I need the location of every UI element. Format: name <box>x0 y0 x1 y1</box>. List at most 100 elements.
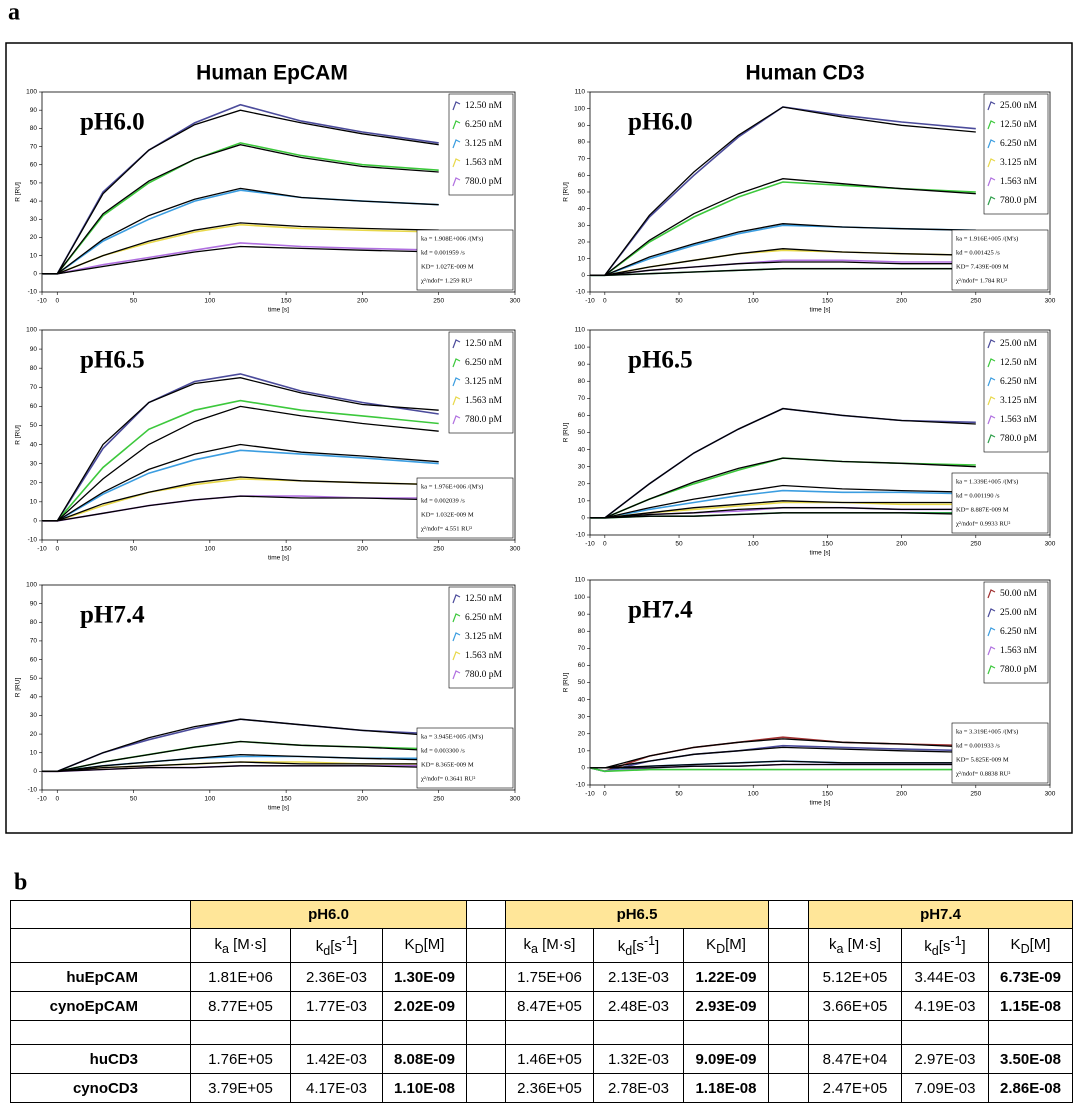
panel-frame <box>5 42 1073 834</box>
header-text: ] <box>961 937 966 955</box>
stats-box <box>416 727 514 789</box>
fit-statistic: KD= 7.439E-009 M <box>956 263 1009 270</box>
y-tick-label: 70 <box>30 638 38 645</box>
fit-curve <box>42 443 439 522</box>
value-cell: 3.66E+05 <box>808 991 902 1021</box>
y-tick-label: 60 <box>578 172 586 179</box>
header-text: k <box>924 937 932 955</box>
header-text: -1 <box>643 933 656 948</box>
fit-statistic: χ²/ndof= 1.784 RU² <box>956 277 1007 284</box>
legend-box <box>448 586 514 689</box>
fit-statistic: kd = 0.001959 /s <box>421 249 465 256</box>
legend-label: 6.250 nM <box>465 120 503 130</box>
stats-box <box>416 229 514 291</box>
y-tick-label: 10 <box>30 499 38 506</box>
x-tick-label: -10 <box>37 298 47 305</box>
x-tick-label: 150 <box>281 298 292 305</box>
legend-swatch <box>987 177 996 187</box>
legend-label: 25.00 nM <box>1000 608 1038 618</box>
y-tick-label: 20 <box>30 731 38 738</box>
y-tick-label: 60 <box>30 161 38 168</box>
column-header: ka [M·s] <box>808 928 902 963</box>
column-header: kd[s-1] <box>593 928 684 963</box>
header-text: [s <box>330 937 342 955</box>
legend-swatch <box>987 158 996 168</box>
x-tick-label: 150 <box>822 541 833 548</box>
x-tick-label: 250 <box>970 541 981 548</box>
legend-label: 12.50 nM <box>1000 120 1038 130</box>
sensorgram <box>589 767 976 773</box>
fit-statistic: kd = 0.001425 /s <box>956 249 1000 256</box>
blank-cell <box>808 1020 902 1045</box>
spacer-cell <box>466 900 506 929</box>
legend-label: 12.50 nM <box>465 339 503 349</box>
legend-label: 3.125 nM <box>465 377 503 387</box>
x-tick-label: 250 <box>433 546 444 553</box>
y-tick-label: 0 <box>33 518 37 525</box>
fit-curve <box>42 495 439 522</box>
legend-box <box>448 93 514 196</box>
value-cell: 8.77E+05 <box>190 991 291 1021</box>
column-header: KD[M] <box>683 928 769 963</box>
header-text: [M] <box>423 935 445 953</box>
fit-curve <box>590 512 976 519</box>
y-tick-label: 80 <box>30 619 38 626</box>
legend-label: 25.00 nM <box>1000 339 1038 349</box>
y-tick-label: -10 <box>28 787 38 794</box>
x-tick-label: 200 <box>357 298 368 305</box>
x-tick-label: 0 <box>603 791 607 798</box>
legend-swatch <box>452 651 461 661</box>
legend-swatch <box>452 139 461 149</box>
stats-box <box>416 477 514 539</box>
fit-statistic: kd = 0.003300 /s <box>421 747 465 754</box>
legend-label: 1.563 nM <box>465 158 503 168</box>
y-tick-label: 20 <box>578 239 586 246</box>
x-tick-label: -10 <box>585 541 595 548</box>
legend-box <box>983 581 1049 684</box>
value-cell: 2.13E-03 <box>593 962 684 992</box>
x-tick-label: 200 <box>357 796 368 803</box>
fit-statistic: kd = 0.001933 /s <box>956 742 1000 749</box>
y-tick-label: 80 <box>578 378 586 385</box>
header-text: d <box>625 943 633 958</box>
sensorgram <box>42 478 439 522</box>
fit-curve <box>590 457 976 519</box>
y-tick-label: 110 <box>575 577 586 584</box>
legend-box <box>983 331 1049 453</box>
legend-swatch <box>452 396 461 406</box>
legend-label: 1.563 nM <box>1000 646 1038 656</box>
stats-box <box>951 722 1049 784</box>
fit-statistic: KD= 8.887E-009 M <box>956 506 1009 513</box>
legend-label: 12.50 nM <box>1000 358 1038 368</box>
x-tick-label: 100 <box>748 541 759 548</box>
x-tick-label: 300 <box>1045 298 1056 305</box>
fit-curve <box>590 248 976 276</box>
y-tick-label: 10 <box>30 749 38 756</box>
fit-curve <box>590 738 976 769</box>
column-title: Human CD3 <box>745 62 864 85</box>
fit-curve <box>42 718 439 773</box>
header-text: a <box>222 941 229 956</box>
spacer-cell <box>768 1044 809 1074</box>
y-tick-label: 10 <box>578 255 586 262</box>
x-tick-label: 0 <box>55 298 59 305</box>
y-tick-label: 40 <box>578 696 586 703</box>
fit-curve <box>42 405 439 522</box>
header-text: [M] <box>725 935 746 953</box>
value-cell: 2.36E-03 <box>290 962 383 992</box>
blank-cell <box>683 1020 769 1045</box>
x-tick-label: 250 <box>970 791 981 798</box>
y-tick-label: 70 <box>578 155 586 162</box>
y-tick-label: 100 <box>26 582 37 589</box>
column-header: kd[s-1] <box>290 928 383 963</box>
legend-swatch <box>987 434 996 444</box>
y-tick-label: 70 <box>578 395 586 402</box>
y-tick-label: 70 <box>578 645 586 652</box>
fit-curve <box>590 746 976 769</box>
condition-label: pH6.0 <box>628 109 693 136</box>
legend-swatch <box>452 101 461 111</box>
header-text: -1 <box>950 933 962 948</box>
legend-label: 3.125 nM <box>1000 158 1038 168</box>
spacer-cell <box>768 991 809 1021</box>
y-tick-label: 90 <box>578 361 586 368</box>
